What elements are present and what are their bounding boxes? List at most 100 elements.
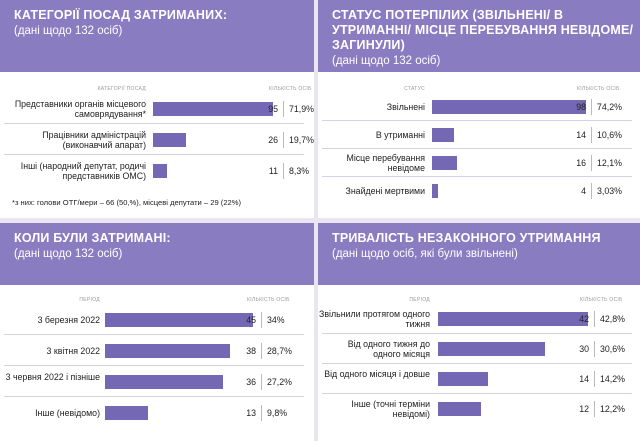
categories-panel: КАТЕГОРІЇ ПОСАД ЗАТРИМАНИХ: (дані щодо 13…	[0, 0, 314, 218]
bar-percent: 14,2%	[600, 374, 625, 384]
bar-percent: 8,3%	[289, 165, 310, 176]
value-separator	[283, 131, 284, 148]
detention-period-row: Інше (невідомо) 13 9,8%	[0, 397, 314, 428]
bar-label: Інше (невідомо)	[35, 407, 100, 418]
detention-duration-title: ТРИВАЛІСТЬ НЕЗАКОННОГО УТРИМАННЯ	[332, 231, 601, 245]
categories-subtitle: (дані щодо 132 осіб)	[14, 25, 123, 37]
categories-title: КАТЕГОРІЇ ПОСАД ЗАТРИМАНИХ:	[14, 8, 228, 22]
bar-value: 14	[579, 374, 589, 384]
bar	[153, 132, 186, 147]
detention-duration-value-header: КІЛЬКІСТЬ ОСІБ	[580, 297, 623, 303]
detention-period-header: КОЛИ БУЛИ ЗАТРИМАНІ: (дані щодо 132 осіб)	[0, 223, 314, 285]
row-divider	[322, 120, 632, 121]
bar-value: 45	[246, 314, 256, 325]
status-subtitle: (дані щодо 132 осіб)	[332, 55, 441, 67]
bar-label: Місце перебування невідоме	[346, 153, 426, 173]
value-separator	[261, 342, 262, 359]
bar-percent: 74,2%	[597, 102, 622, 112]
status-title: СТАТУС ПОТЕРПІЛИХ (ЗВІЛЬНЕНІ/ В УТРИМАНН…	[332, 8, 634, 52]
value-separator	[594, 341, 595, 357]
status-header: СТАТУС ПОТЕРПІЛИХ (ЗВІЛЬНЕНІ/ В УТРИМАНН…	[318, 0, 640, 72]
row-divider	[322, 363, 632, 364]
bar	[105, 405, 148, 420]
categories-row: Представники органів місцевого самовряду…	[0, 93, 314, 124]
status-row: Місце перебування невідоме 16 12,1%	[318, 149, 640, 177]
row-divider	[4, 365, 304, 366]
categories-footnote: *з них: голови ОТГ/мери – 66 (50,%), міс…	[12, 198, 242, 207]
bar-percent: 30,6%	[600, 344, 625, 354]
value-separator	[594, 311, 595, 327]
value-separator	[261, 404, 262, 421]
row-divider	[4, 154, 304, 155]
row-divider	[322, 148, 632, 149]
bar-label: Від одного тижня до одного місяця	[347, 339, 430, 359]
detention-period-panel: КОЛИ БУЛИ ЗАТРИМАНІ: (дані щодо 132 осіб)…	[0, 223, 314, 441]
detention-duration-row: Інше (точні терміни невідомі) 12 12,2%	[318, 394, 640, 424]
bar-value: 42	[579, 314, 589, 324]
bar	[438, 312, 588, 326]
bar-label: Представники органів місцевого самовряду…	[14, 98, 146, 119]
bar-value: 30	[579, 344, 589, 354]
categories-row: Інші (народний депутат, родичі представн…	[0, 155, 314, 186]
value-separator	[594, 401, 595, 417]
detention-period-subtitle: (дані щодо 132 осіб)	[14, 248, 123, 260]
row-divider	[4, 334, 304, 335]
row-divider	[4, 396, 304, 397]
detention-duration-row: Від одного місяця і довше 14 14,2%	[318, 364, 640, 394]
bar-label: 3 квітня 2022	[46, 345, 100, 356]
bar-value: 13	[246, 407, 256, 418]
bar-label: Від одного місяця і довше	[324, 369, 430, 379]
bar-label: В утриманні	[375, 130, 425, 140]
detention-duration-panel: ТРИВАЛІСТЬ НЕЗАКОННОГО УТРИМАННЯ (дані що…	[318, 223, 640, 441]
bar-percent: 34%	[267, 314, 285, 325]
value-separator	[594, 371, 595, 387]
bar-percent: 9,8%	[267, 407, 288, 418]
row-divider	[322, 176, 632, 177]
status-value-header: КІЛЬКІСТЬ ОСІБ	[577, 86, 620, 92]
bar-label: 3 червня 2022 і пізніше	[5, 371, 100, 382]
bar-percent: 28,7%	[267, 345, 292, 356]
bar-value: 95	[268, 103, 278, 114]
detention-period-row: 3 квітня 2022 38 28,7%	[0, 335, 314, 366]
value-separator	[261, 373, 262, 390]
categories-row: Працівники адміністрацій (виконавчий апа…	[0, 124, 314, 155]
bar-value: 11	[268, 165, 278, 176]
status-category-header: СТАТУС	[404, 86, 425, 92]
bar-label: Інші (народний депутат, родичі представн…	[20, 160, 146, 181]
bar-value: 12	[579, 404, 589, 414]
bar-percent: 12,1%	[597, 158, 622, 168]
detention-period-title: КОЛИ БУЛИ ЗАТРИМАНІ:	[14, 231, 171, 245]
bar-label: Звільнені	[386, 102, 425, 112]
value-separator	[283, 162, 284, 179]
detention-period-row: 3 червня 2022 і пізніше 36 27,2%	[0, 366, 314, 397]
bar	[105, 343, 230, 358]
detention-duration-row: Від одного тижня до одного місяця 30 30,6%	[318, 334, 640, 364]
bar-label: Знайдені мертвими	[345, 186, 425, 196]
detention-duration-subtitle: (дані щодо осіб, які були звільнені)	[332, 248, 518, 260]
bar-label: Звільнили протягом одного тижня	[319, 309, 430, 329]
bar-value: 26	[268, 134, 278, 145]
bar-label: Інше (точні терміни невідомі)	[351, 399, 430, 419]
status-row: Звільнені 98 74,2%	[318, 93, 640, 121]
bar	[153, 101, 274, 116]
bar-percent: 10,6%	[597, 130, 622, 140]
bar-percent: 12,2%	[600, 404, 625, 414]
categories-category-header: КАТЕГОРІЇ ПОСАД	[97, 86, 146, 92]
status-row: В утриманні 14 10,6%	[318, 121, 640, 149]
bar-percent: 71,9%	[289, 103, 314, 114]
row-divider	[322, 333, 632, 334]
bar	[438, 402, 481, 416]
bar	[438, 372, 488, 386]
value-separator	[591, 99, 592, 115]
detention-duration-header: ТРИВАЛІСТЬ НЕЗАКОННОГО УТРИМАННЯ (дані що…	[318, 223, 640, 285]
categories-value-header: КІЛЬКІСТЬ ОСІБ	[269, 86, 312, 92]
value-separator	[261, 311, 262, 328]
bar-percent: 42,8%	[600, 314, 625, 324]
bar	[432, 100, 586, 114]
detention-period-value-header: КІЛЬКІСТЬ ОСІБ	[247, 297, 290, 303]
status-panel: СТАТУС ПОТЕРПІЛИХ (ЗВІЛЬНЕНІ/ В УТРИМАНН…	[318, 0, 640, 218]
categories-header: КАТЕГОРІЇ ПОСАД ЗАТРИМАНИХ: (дані щодо 13…	[0, 0, 314, 72]
bar-value: 38	[246, 345, 256, 356]
detention-duration-row: Звільнили протягом одного тижня 42 42,8%	[318, 304, 640, 334]
bar-value: 4	[581, 186, 586, 196]
